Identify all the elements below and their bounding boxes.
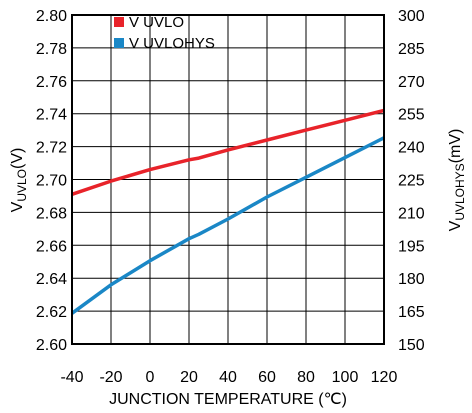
y-left-tick-label: 2.60 [36, 337, 67, 354]
legend-swatch-uvlohys [114, 38, 124, 48]
y-left-tick-label: 2.76 [36, 74, 67, 91]
y-right-tick-label: 195 [398, 238, 425, 255]
y-right-tick-label: 240 [398, 140, 425, 157]
y-left-tick-label: 2.72 [36, 140, 67, 157]
right-axis-title-sub: UVLOHYS [453, 163, 467, 220]
legend: V UVLO V UVLOHYS [114, 14, 215, 52]
y-right-tick-label: 255 [398, 107, 425, 124]
y-right-tick-label: 225 [398, 173, 425, 190]
right-axis-title-unit: (mV) [447, 129, 464, 164]
y-right-tick-label: 270 [398, 74, 425, 91]
y-left-tick-label: 2.64 [36, 271, 67, 288]
x-tick-label: 20 [180, 369, 198, 386]
legend-label-uvlo: V UVLO [129, 14, 184, 31]
left-axis-title-main: V [9, 201, 26, 212]
x-tick-label: 120 [371, 369, 398, 386]
plot-frame [71, 14, 385, 345]
y-right-tick-label: 300 [398, 8, 425, 25]
left-axis-ticks: 2.80 2.78 2.76 2.74 2.72 2.70 2.68 2.66 2.64 2.62… [36, 8, 67, 354]
left-axis-title-sub: UVLO [15, 169, 29, 202]
y-right-tick-label: 210 [398, 205, 425, 222]
y-right-tick-label: 285 [398, 41, 425, 58]
x-tick-label: -40 [60, 369, 83, 386]
y-left-tick-label: 2.68 [36, 205, 67, 222]
legend-label-uvlohys: V UVLOHYS [129, 35, 215, 52]
right-axis-title-main: V [447, 220, 464, 231]
x-tick-label: 60 [258, 369, 276, 386]
svg-text:VUVLO(V): VUVLO(V) [9, 148, 29, 213]
legend-swatch-uvlo [114, 17, 124, 27]
right-axis-ticks: 300 285 270 255 240 225 210 195 180 165 150 [398, 8, 425, 354]
y-left-tick-label: 2.80 [36, 8, 67, 25]
y-left-tick-label: 2.78 [36, 41, 67, 58]
x-tick-label: 100 [332, 369, 359, 386]
y-left-tick-label: 2.66 [36, 238, 67, 255]
x-axis-title: JUNCTION TEMPERATURE (℃) [109, 391, 347, 408]
x-tick-label: -20 [99, 369, 122, 386]
series-line-uvlohys [70, 136, 385, 315]
y-right-tick-label: 150 [398, 337, 425, 354]
y-left-tick-label: 2.70 [36, 173, 67, 190]
right-axis-title: VUVLOHYS(mV) [447, 129, 467, 232]
y-right-tick-label: 180 [398, 271, 425, 288]
x-tick-label: 80 [297, 369, 315, 386]
y-left-tick-label: 2.74 [36, 107, 67, 124]
series-line-uvlo [71, 108, 385, 196]
x-tick-label: 40 [219, 369, 237, 386]
x-axis-ticks: -40 -20 0 20 40 60 80 100 120 [60, 369, 397, 386]
y-left-tick-label: 2.62 [36, 304, 67, 321]
series-layer [70, 108, 385, 315]
left-axis-title-unit: (V) [9, 148, 26, 169]
svg-text:VUVLOHYS(mV): VUVLOHYS(mV) [447, 129, 467, 232]
y-right-tick-label: 165 [398, 304, 425, 321]
x-tick-label: 0 [146, 369, 155, 386]
left-axis-title: VUVLO(V) [9, 148, 29, 213]
